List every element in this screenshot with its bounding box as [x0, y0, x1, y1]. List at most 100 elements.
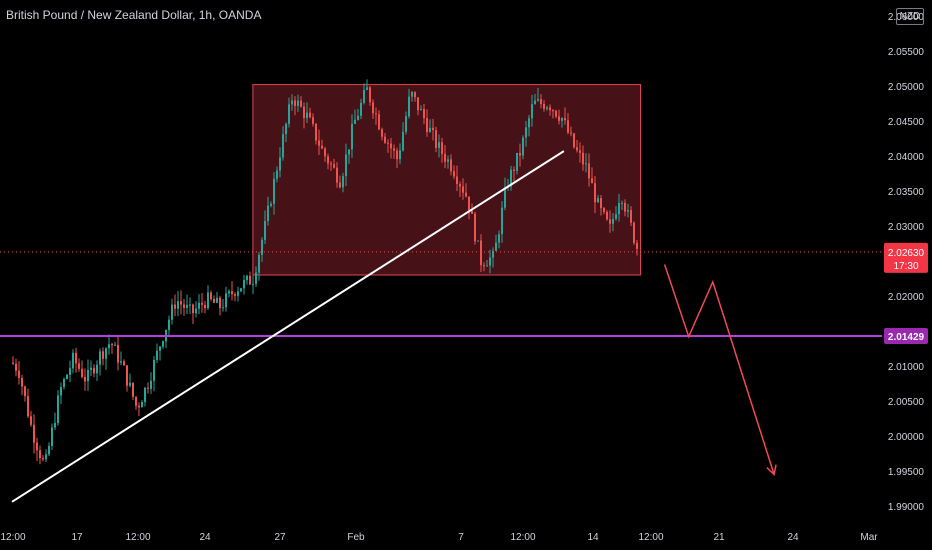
- candle-body: [417, 97, 419, 111]
- candle-body: [234, 294, 236, 296]
- candle-body: [624, 202, 626, 212]
- candle-body: [216, 297, 218, 303]
- candle-body: [297, 100, 299, 106]
- candle-body: [456, 176, 458, 185]
- candle-body: [429, 127, 431, 132]
- x-tick-label: 17: [71, 532, 83, 543]
- candle-body: [492, 250, 494, 258]
- candle-body: [384, 136, 386, 143]
- y-tick-label: 2.02000: [888, 292, 925, 303]
- candle-body: [498, 234, 500, 243]
- candle-body: [33, 424, 35, 443]
- candle-body: [117, 344, 119, 363]
- candle-body: [444, 153, 446, 162]
- candles: [12, 79, 638, 465]
- candle-body: [204, 304, 206, 309]
- candle-body: [75, 352, 77, 364]
- candle-body: [522, 137, 524, 156]
- candle-body: [96, 364, 98, 374]
- currency-badge[interactable]: NZD: [896, 8, 924, 25]
- candle-body: [414, 92, 416, 98]
- candle-body: [615, 214, 617, 219]
- candle-body: [561, 118, 563, 121]
- candle-body: [534, 100, 536, 105]
- candle-body: [291, 100, 293, 105]
- candle-body: [630, 210, 632, 223]
- candle-body: [537, 99, 539, 101]
- candle-body: [447, 159, 449, 162]
- candle-body: [627, 210, 629, 212]
- candle-body: [570, 132, 572, 134]
- candle-body: [603, 208, 605, 212]
- candle-body: [60, 386, 62, 396]
- candle-body: [108, 344, 110, 349]
- candle-body: [150, 380, 152, 389]
- x-tick-label: Mar: [860, 532, 878, 543]
- candle-body: [138, 405, 140, 408]
- candle-body: [441, 142, 443, 154]
- candle-body: [327, 156, 329, 164]
- candle-body: [516, 152, 518, 171]
- candle-body: [420, 108, 422, 111]
- projection-path[interactable]: [663, 264, 775, 475]
- x-tick-label: 7: [458, 532, 464, 543]
- candle-body: [210, 292, 212, 299]
- candle-body: [399, 150, 401, 160]
- candle-body: [477, 240, 479, 242]
- last-price-value: 2.02630: [888, 248, 925, 259]
- candle-body: [192, 304, 194, 314]
- x-tick-label: 21: [713, 532, 725, 543]
- candle-body: [315, 123, 317, 141]
- candle-body: [321, 145, 323, 149]
- candle-body: [102, 351, 104, 359]
- candle-body: [66, 374, 68, 379]
- candle-body: [336, 167, 338, 183]
- candle-body: [591, 178, 593, 184]
- candle-body: [255, 272, 257, 284]
- candle-body: [273, 178, 275, 204]
- range-zone-rectangle[interactable]: [252, 84, 642, 276]
- trendline[interactable]: [11, 150, 565, 503]
- candle-body: [243, 280, 245, 289]
- candle-body: [585, 163, 587, 165]
- candle-body: [366, 87, 368, 90]
- candle-body: [588, 163, 590, 179]
- candle-body: [213, 298, 215, 303]
- candle-body: [51, 427, 53, 446]
- candle-body: [69, 368, 71, 375]
- candle-body: [375, 113, 377, 115]
- candle-body: [573, 133, 575, 148]
- candle-body: [177, 301, 179, 309]
- candle-body: [246, 275, 248, 281]
- candle-body: [543, 103, 545, 109]
- candle-body: [195, 308, 197, 314]
- candle-body: [270, 203, 272, 206]
- candle-body: [225, 293, 227, 308]
- candle-body: [132, 382, 134, 397]
- candle-body: [312, 117, 314, 124]
- candle-body: [453, 171, 455, 177]
- candle-body: [39, 450, 41, 459]
- candle-body: [294, 100, 296, 106]
- candle-body: [309, 112, 311, 118]
- candle-body: [468, 196, 470, 211]
- candle-body: [93, 367, 95, 374]
- candle-body: [135, 396, 137, 406]
- candle-body: [30, 416, 32, 425]
- x-tick-label: 27: [274, 532, 286, 543]
- candle-body: [84, 376, 86, 382]
- candle-body: [405, 116, 407, 132]
- candle-body: [549, 107, 551, 111]
- candle-body: [306, 112, 308, 119]
- bar-countdown: 17:30: [893, 261, 918, 272]
- candle-body: [576, 147, 578, 151]
- candle-body: [411, 92, 413, 97]
- candle-body: [12, 362, 14, 364]
- candle-body: [438, 142, 440, 148]
- candle-body: [525, 127, 527, 138]
- candle-body: [78, 363, 80, 369]
- candle-body: [201, 302, 203, 305]
- candle-body: [351, 123, 353, 150]
- y-tick-label: 2.04500: [888, 117, 925, 128]
